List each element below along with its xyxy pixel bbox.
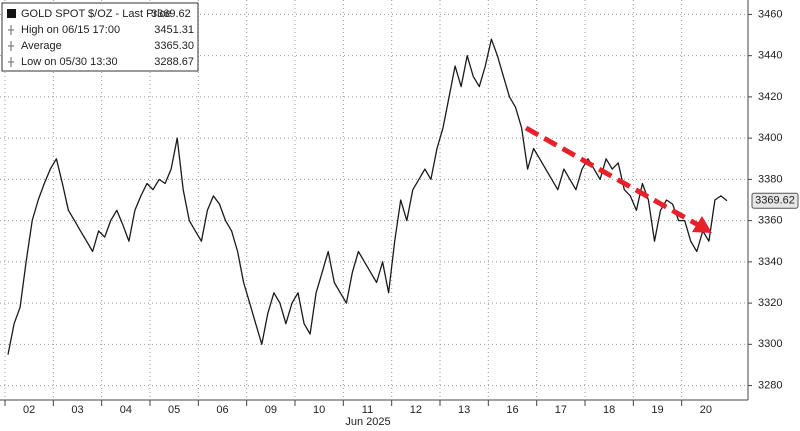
x-tick-label: 18 [603, 404, 615, 416]
x-tick-label: 11 [362, 404, 373, 416]
y-tick-label: 3280 [758, 379, 782, 391]
x-tick-label: 04 [120, 404, 132, 416]
y-tick-label: 3300 [758, 338, 782, 350]
legend-stat-label: Low on 05/30 13:30 [21, 56, 118, 68]
x-tick-label: 06 [216, 404, 228, 416]
legend-swatch [7, 9, 16, 18]
y-tick-label: 3400 [758, 132, 782, 144]
x-tick-label: 02 [23, 404, 35, 416]
x-tick-label: 20 [700, 404, 712, 416]
x-tick-label: 13 [458, 404, 470, 416]
legend-box [1, 2, 199, 72]
x-tick-label: 12 [410, 404, 422, 416]
y-tick-label: 3460 [758, 8, 782, 20]
x-tick-label: 17 [555, 404, 567, 416]
annotation-arrow [524, 125, 712, 233]
legend-series-name: GOLD SPOT $/OZ - Last Price [21, 8, 171, 20]
y-tick-label: 3380 [758, 173, 782, 185]
last-price-label: 3369.62 [755, 195, 795, 207]
x-tick-label: 09 [265, 404, 277, 416]
legend-stat-label: Average [21, 40, 62, 52]
x-tick-label: 19 [651, 404, 663, 416]
y-tick-label: 3440 [758, 50, 782, 62]
legend-last-price: 3369.62 [151, 8, 191, 20]
x-tick-label: 10 [313, 404, 325, 416]
x-tick-label: 05 [168, 404, 180, 416]
y-tick-label: 3340 [758, 256, 782, 268]
legend-stat-value: 3365.30 [154, 40, 194, 52]
legend-stat-value: 3288.67 [154, 56, 194, 68]
x-axis-label: Jun 2025 [345, 416, 390, 428]
last-price-box [751, 192, 799, 209]
y-tick-label: 3320 [758, 297, 782, 309]
legend: GOLD SPOT $/OZ - Last Price 3369.62 High… [1, 2, 199, 72]
x-tick-label: 03 [71, 404, 83, 416]
y-tick-label: 3420 [758, 91, 782, 103]
price-line [7, 38, 728, 355]
legend-stat-value: 3451.31 [154, 24, 194, 36]
legend-stat-label: High on 06/15 17:00 [21, 24, 120, 36]
x-tick-label: 16 [506, 404, 518, 416]
y-tick-label: 3360 [758, 215, 782, 227]
